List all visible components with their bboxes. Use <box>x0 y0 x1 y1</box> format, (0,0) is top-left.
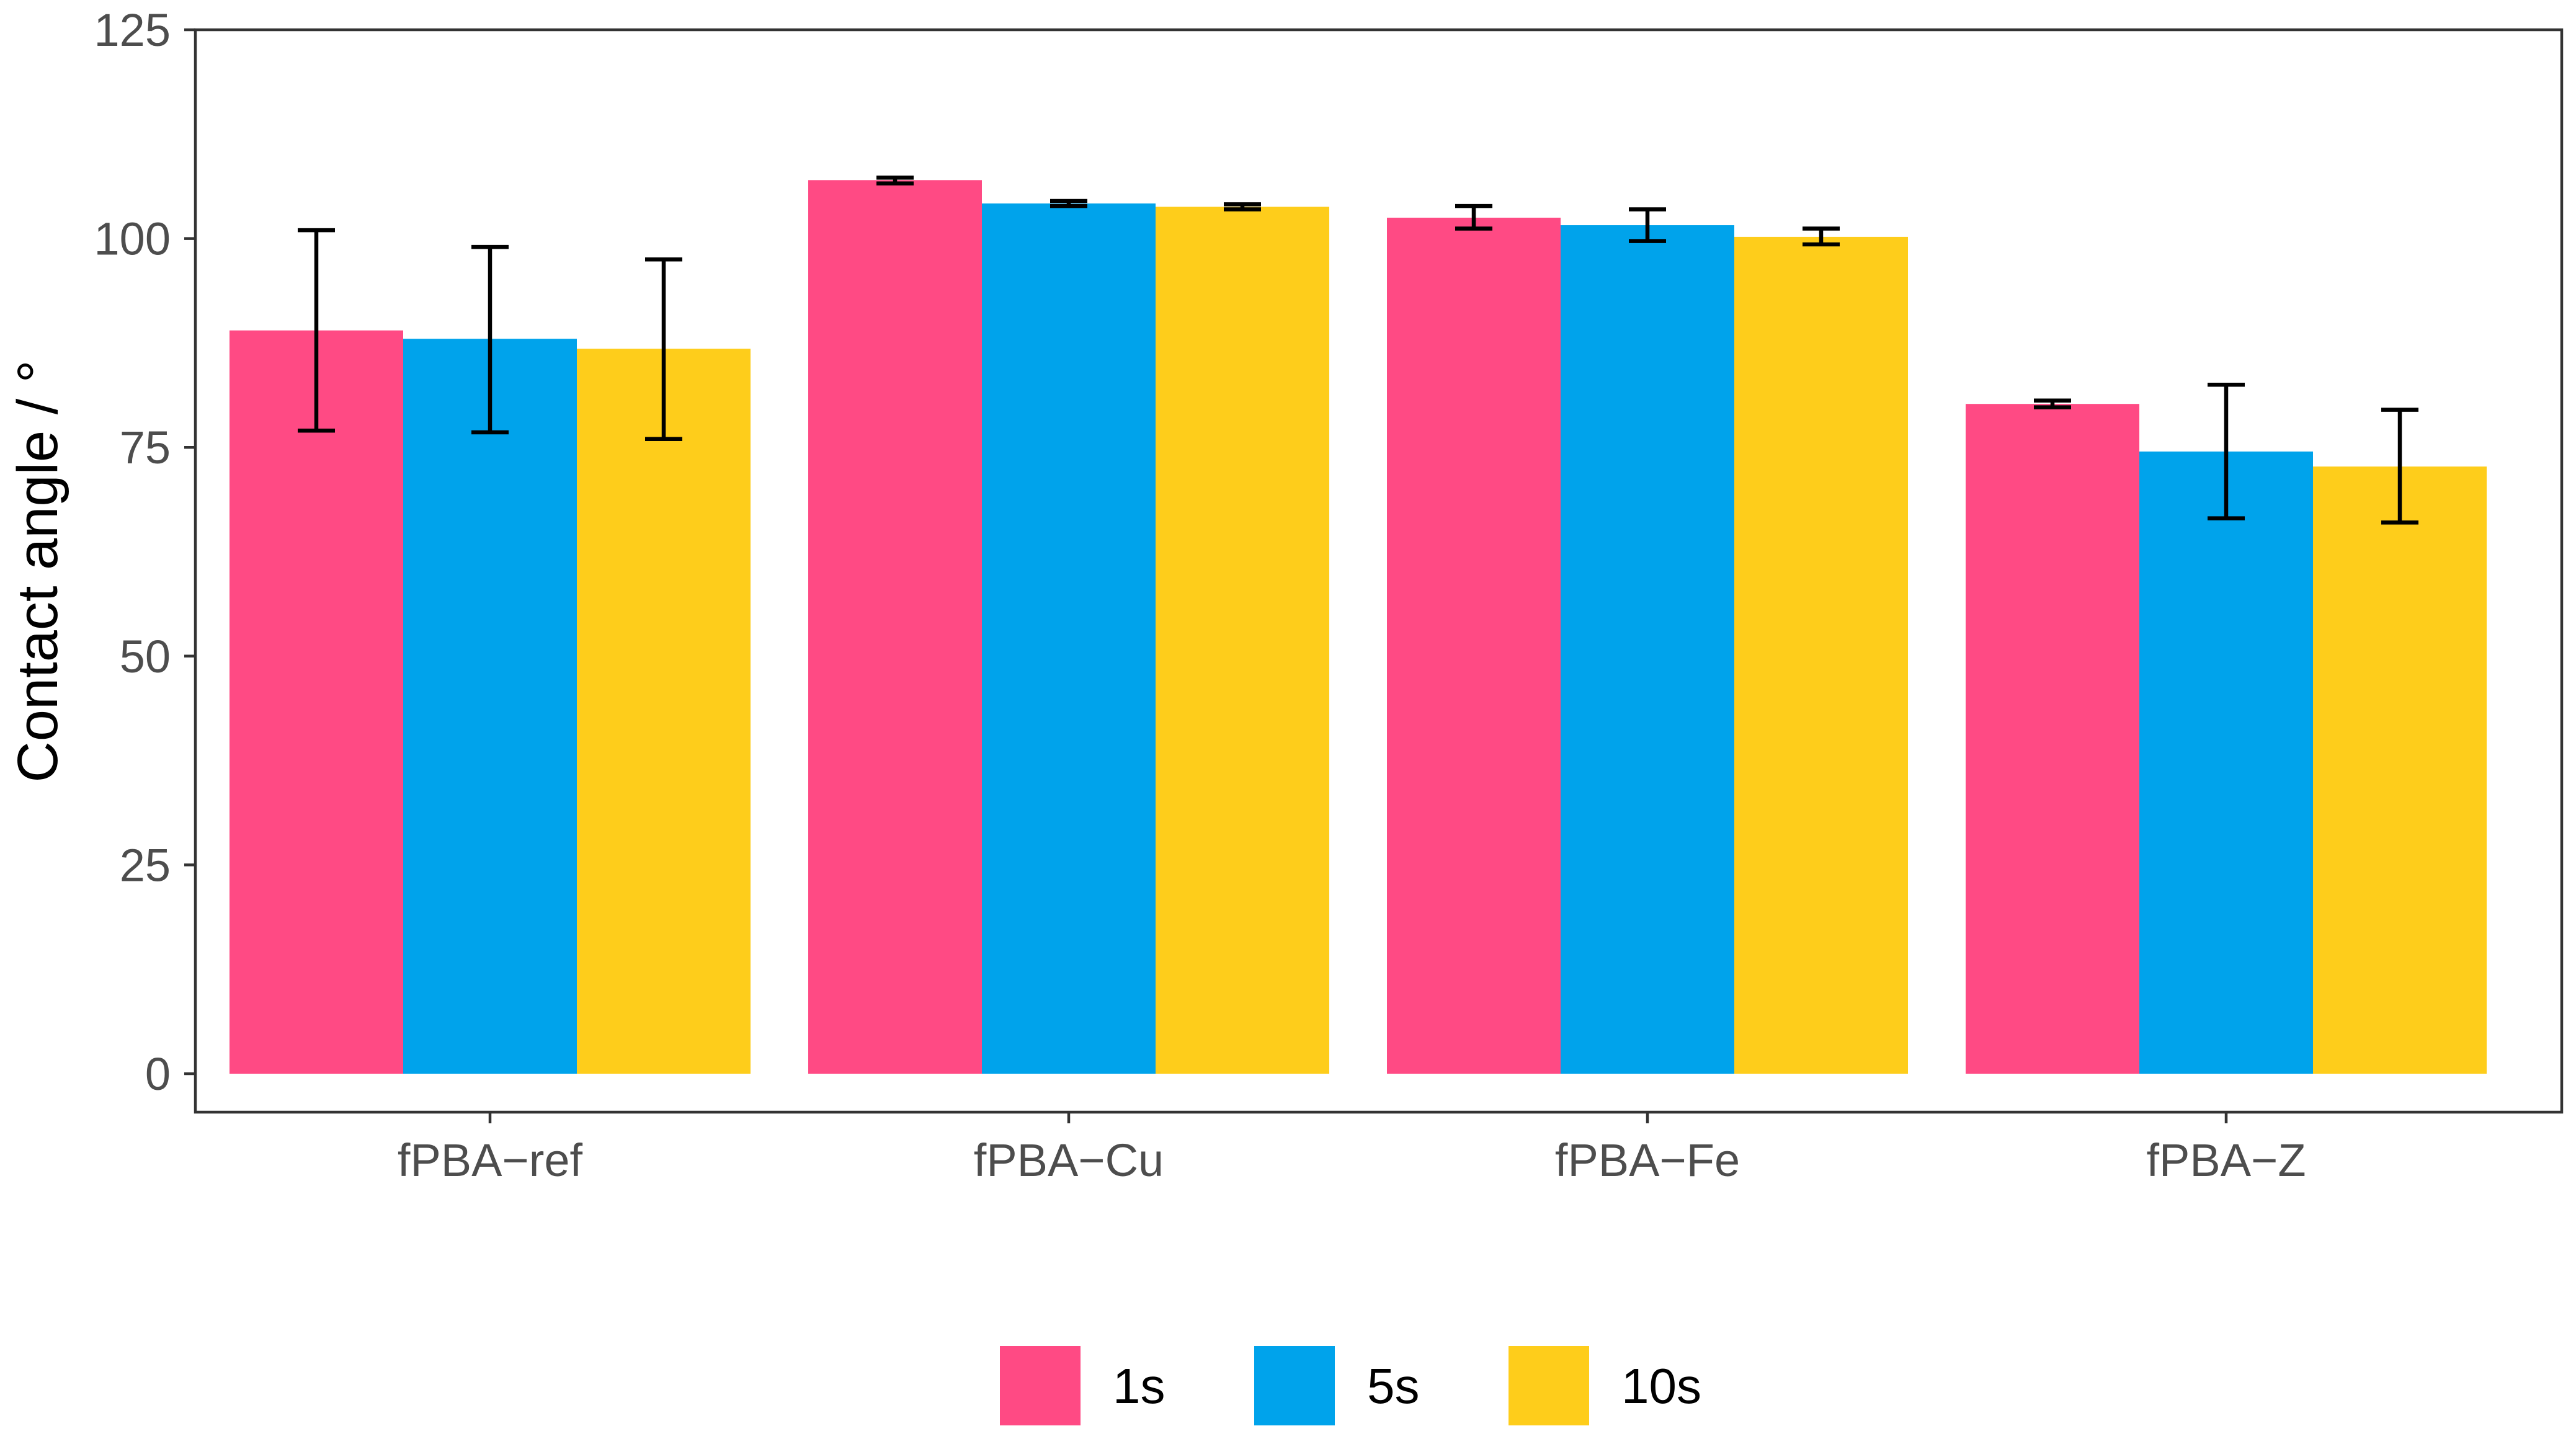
error-bar-fpba-ref-10s <box>645 257 682 441</box>
bar-fpba-fe-5s <box>1561 225 1734 1074</box>
y-tick-label: 25 <box>120 839 171 891</box>
x-tick-label-fpba-fe: fPBA−Fe <box>1555 1134 1740 1186</box>
error-bar-fpba-fe-10s <box>1803 226 1840 247</box>
bar-fpba-fe-1s <box>1387 217 1561 1074</box>
x-tick-label-fpba-ref: fPBA−ref <box>398 1134 583 1186</box>
y-tick-label: 50 <box>120 631 171 682</box>
bars-layer <box>230 180 2487 1074</box>
y-axis-title: Contact angle / ° <box>6 360 69 782</box>
legend-label-5s: 5s <box>1367 1358 1420 1414</box>
error-bar-fpba-z-10s <box>2381 408 2418 525</box>
legend: 1s 5s 10s <box>1000 1346 1701 1425</box>
y-axis: 0 25 50 75 100 125 <box>94 4 195 1100</box>
bar-fpba-z-1s <box>1966 404 2139 1074</box>
plot-panel-border <box>194 28 2564 1114</box>
y-tick-label: 100 <box>94 213 171 265</box>
error-bar-fpba-fe-5s <box>1629 207 1666 243</box>
error-bar-fpba-cu-10s <box>1224 202 1261 212</box>
bar-fpba-fe-10s <box>1734 236 1908 1074</box>
error-bar-fpba-z-1s <box>2034 398 2071 409</box>
legend-key-1s <box>1000 1346 1081 1425</box>
x-tick-label-fpba-cu: fPBA−Cu <box>974 1134 1164 1186</box>
bar-fpba-ref-1s <box>230 330 403 1074</box>
error-bar-fpba-fe-1s <box>1455 203 1492 231</box>
error-bars-layer <box>298 176 2418 525</box>
bar-fpba-ref-10s <box>577 349 751 1074</box>
x-tick-label-fpba-z: fPBA−Z <box>2146 1134 2306 1186</box>
error-bar-fpba-z-5s <box>2208 382 2245 520</box>
legend-label-1s: 1s <box>1113 1358 1165 1414</box>
error-bar-fpba-ref-5s <box>471 244 509 435</box>
legend-label-10s: 10s <box>1621 1358 1701 1414</box>
error-bar-fpba-ref-1s <box>298 228 335 433</box>
bar-fpba-z-5s <box>2139 451 2313 1074</box>
legend-key-5s <box>1254 1346 1335 1425</box>
y-tick-label: 0 <box>145 1048 171 1100</box>
bar-fpba-ref-5s <box>403 339 577 1074</box>
x-axis: fPBA−ref fPBA−Cu fPBA−Fe fPBA−Z <box>398 1112 2306 1186</box>
legend-key-10s <box>1509 1346 1589 1425</box>
bar-fpba-cu-5s <box>982 203 1156 1074</box>
bar-fpba-z-10s <box>2313 466 2487 1074</box>
y-tick-label: 125 <box>94 4 171 56</box>
error-bar-fpba-cu-5s <box>1050 198 1087 208</box>
error-bar-fpba-cu-1s <box>876 176 914 185</box>
bar-fpba-cu-10s <box>1156 207 1329 1074</box>
bar-fpba-cu-1s <box>808 180 982 1074</box>
y-tick-label: 75 <box>120 422 171 473</box>
